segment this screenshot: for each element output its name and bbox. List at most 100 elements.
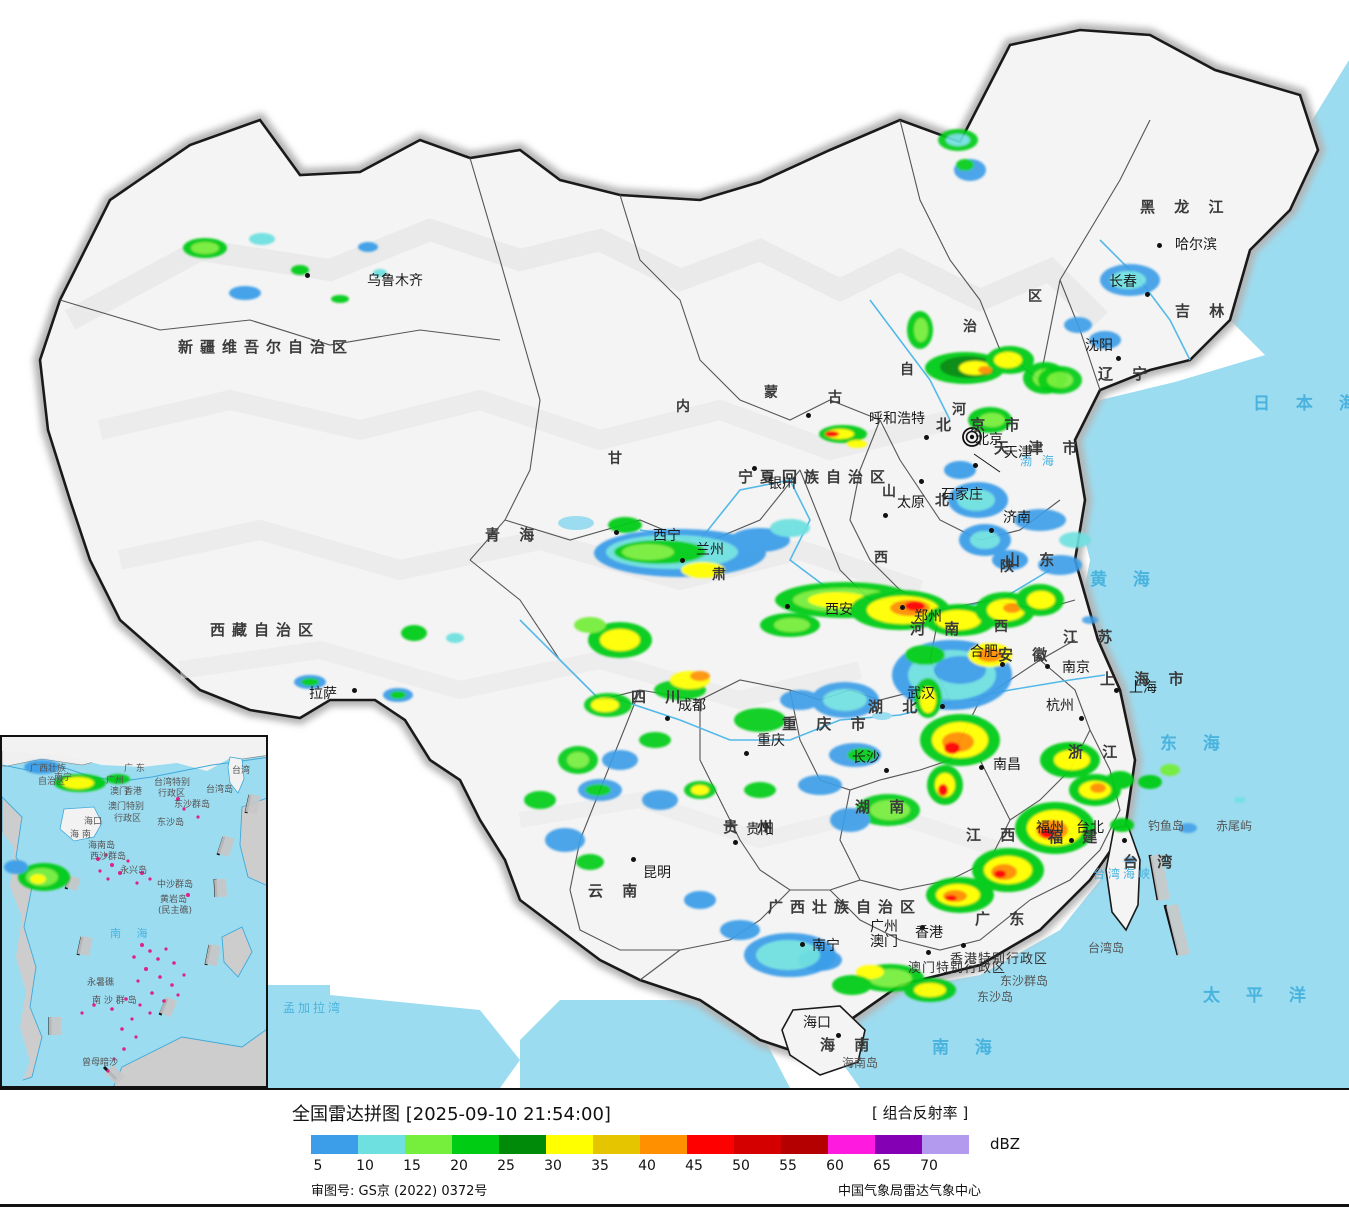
city-label: 长春: [1109, 274, 1137, 290]
province-label: 区: [1028, 289, 1044, 305]
color-scale-ticks: 5 10 15 20 25 30 35 40 45 50 55 60 65 70: [0, 1158, 1349, 1176]
province-label: 西藏自治区: [210, 621, 321, 639]
province-label: 海 南: [820, 1036, 877, 1054]
scale-tick-5: 5: [313, 1158, 323, 1174]
legend-product-label: [ 组合反射率 ]: [872, 1104, 969, 1122]
province-label: 北 京 市: [936, 416, 1027, 434]
hainan-island: [781, 1005, 866, 1076]
city-marker-dot: [744, 751, 749, 756]
city-label: 香港: [915, 925, 943, 941]
province-label: 云 南: [588, 882, 645, 900]
scale-tick-55: 55: [779, 1158, 797, 1174]
province-label: 自: [900, 362, 916, 378]
sea-label: 孟加拉湾: [283, 1001, 344, 1015]
city-label: 台北: [1076, 820, 1104, 836]
color-swatch-45: [687, 1135, 734, 1154]
inset-label: 海口: [84, 817, 103, 827]
inset-label: 西沙群岛: [90, 852, 127, 862]
province-label: 陕: [1000, 559, 1016, 575]
inset-label: 永暑礁: [87, 978, 115, 988]
capital-marker: [962, 427, 982, 447]
city-marker-dot: [973, 463, 978, 468]
inset-graphics: [2, 737, 266, 1086]
province-label: 吉 林: [1175, 302, 1232, 320]
province-label: 内: [676, 399, 692, 415]
city-label: 太原: [897, 495, 925, 511]
city-marker-dot: [752, 466, 757, 471]
city-label: 兰州: [696, 542, 724, 558]
inset-label: 海 南: [70, 830, 91, 840]
province-label: 蒙: [764, 385, 780, 401]
city-label: 天津: [1004, 445, 1032, 461]
city-label: 呼和浩特: [869, 411, 925, 427]
city-marker-dot: [1069, 838, 1074, 843]
south-china-sea-inset-map[interactable]: 广西壮族 自治区 南宁广 东广州 香港 澳门 台湾特别 行政区 台湾 台湾岛 澳门特别 行政区 东沙群…: [0, 735, 268, 1088]
city-label: 昆明: [643, 865, 671, 881]
color-swatch-30: [546, 1135, 593, 1154]
city-marker-dot: [940, 704, 945, 709]
province-label: 山 东: [1005, 551, 1062, 569]
color-swatch-10: [358, 1135, 405, 1154]
map-approval-number: 审图号: GS京 (2022) 0372号: [311, 1184, 488, 1199]
inset-label: 永兴岛: [120, 866, 148, 876]
city-label: 成都: [678, 698, 706, 714]
city-label: 北京: [975, 432, 1003, 448]
inset-label: 广 东: [124, 764, 145, 774]
sea-label: 东 海: [1160, 734, 1230, 754]
city-marker-dot: [806, 413, 811, 418]
inset-label: 海南岛: [88, 841, 116, 851]
city-marker-dot: [924, 435, 929, 440]
sar-label: 澳门特别行政区: [908, 961, 1007, 976]
province-label: 上 海 市: [1100, 670, 1191, 688]
scale-tick-70: 70: [920, 1158, 938, 1174]
scale-tick-20: 20: [450, 1158, 468, 1174]
sar-label: 香港特别行政区: [950, 952, 1049, 967]
inset-label: 东沙群岛: [174, 800, 211, 810]
province-label: 重 庆 市: [782, 715, 873, 733]
city-label: 贵阳: [746, 822, 774, 838]
city-marker-dot: [989, 528, 994, 533]
issuing-agency: 中国气象局雷达气象中心: [838, 1184, 982, 1199]
scale-tick-30: 30: [544, 1158, 562, 1174]
inset-label: 广州: [106, 776, 125, 786]
inset-label: (民主礁): [158, 906, 193, 916]
province-label: 甘: [608, 451, 624, 467]
scale-tick-40: 40: [638, 1158, 656, 1174]
city-marker-dot: [785, 604, 790, 609]
province-label: 山: [882, 484, 898, 500]
inset-label: 黄岩岛: [160, 895, 188, 905]
city-label: 西安: [825, 602, 853, 618]
province-label: 江 西: [966, 826, 1023, 844]
city-marker-dot: [900, 605, 905, 610]
radar-echo-layer: [183, 129, 1246, 1002]
inset-label: 行政区: [114, 814, 142, 824]
city-marker-dot: [961, 943, 966, 948]
province-label: 四 川: [631, 688, 688, 706]
inset-label: 自治区: [38, 777, 66, 787]
radar-map-canvas[interactable]: 新疆维吾尔自治区 西藏自治区青 海甘肃内蒙古自治区黑 龙 江吉 林辽 宁河北山西陕…: [0, 0, 1349, 1088]
province-label: 宁夏回族自治区: [738, 468, 893, 486]
city-label: 郑州: [914, 609, 942, 625]
city-label: 海口: [803, 1015, 831, 1031]
scale-tick-15: 15: [403, 1158, 421, 1174]
inset-label: 曾母暗沙: [82, 1058, 119, 1068]
province-label: 青 海: [485, 526, 542, 544]
city-marker-dot: [919, 479, 924, 484]
province-label: 西: [994, 619, 1010, 635]
province-label: 新疆维吾尔自治区: [178, 338, 355, 356]
inset-label: 南宁: [54, 773, 73, 783]
sea-label: 日 本 海: [1253, 394, 1349, 414]
color-swatch-25: [499, 1135, 546, 1154]
city-marker-dot: [883, 513, 888, 518]
province-label: 贵 州: [723, 818, 780, 836]
inset-label: 广西壮族: [30, 764, 67, 774]
province-label: 西: [874, 550, 890, 566]
scale-tick-45: 45: [685, 1158, 703, 1174]
inset-label: 澳门: [110, 787, 129, 797]
city-marker-dot: [614, 530, 619, 535]
sea-label: 黄 海: [1090, 570, 1160, 590]
city-label: 济南: [1003, 510, 1031, 526]
city-marker-dot: [1045, 664, 1050, 669]
inset-label: 中沙群岛: [157, 880, 194, 890]
